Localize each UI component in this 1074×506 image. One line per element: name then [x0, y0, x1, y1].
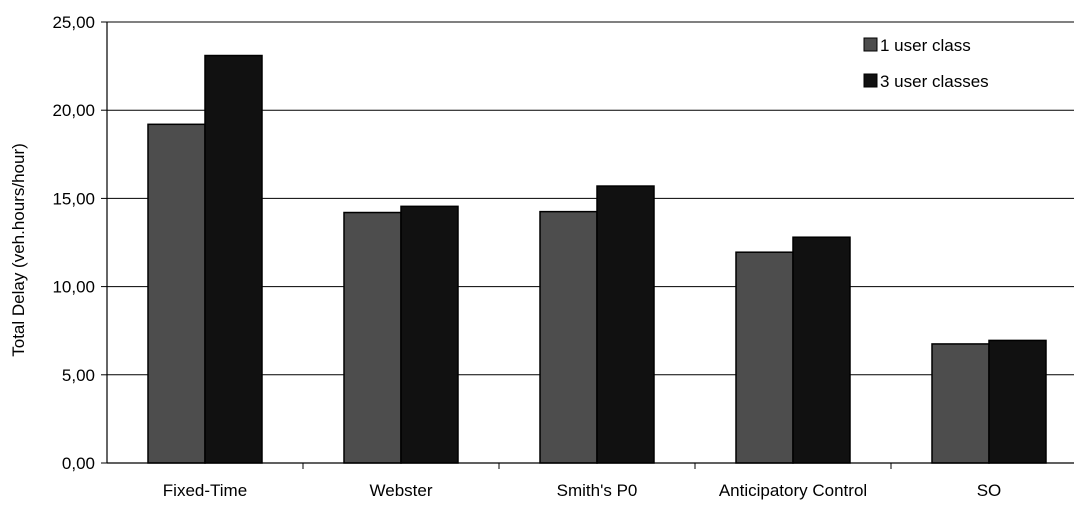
- legend-swatch-3-user-classes: [863, 73, 878, 88]
- labels: 0,00 5,00 10,00 15,00 20,00 25,00 Fixed-Time We…: [52, 13, 1001, 500]
- y-tick-label: 5,00: [62, 366, 95, 385]
- bar: [343, 211, 402, 464]
- bar: [988, 339, 1047, 464]
- legend: 1 user class 3 user classes: [863, 36, 989, 91]
- axes: [101, 21, 1074, 469]
- bar: [147, 123, 206, 464]
- y-tick-label: 15,00: [52, 189, 95, 208]
- legend-label-3-user-classes: 3 user classes: [880, 72, 989, 91]
- legend-swatch-1-user-class: [863, 37, 878, 52]
- x-category-label: Anticipatory Control: [719, 481, 867, 500]
- x-category-label: Webster: [370, 481, 433, 500]
- bars: [147, 54, 1047, 464]
- bar: [539, 210, 598, 464]
- legend-label-1-user-class: 1 user class: [880, 36, 971, 55]
- x-category-label: SO: [977, 481, 1002, 500]
- bar: [931, 343, 990, 464]
- bar: [792, 236, 851, 464]
- y-axis-title: Total Delay (veh.hours/hour): [9, 143, 28, 357]
- x-category-label: Smith's P0: [557, 481, 638, 500]
- bar: [400, 205, 459, 464]
- x-category-label: Fixed-Time: [163, 481, 247, 500]
- y-tick-label: 25,00: [52, 13, 95, 32]
- bar: [596, 185, 655, 464]
- bar: [735, 251, 794, 464]
- y-tick-label: 0,00: [62, 454, 95, 473]
- y-tick-label: 10,00: [52, 278, 95, 297]
- y-tick-label: 20,00: [52, 101, 95, 120]
- bar: [204, 54, 263, 464]
